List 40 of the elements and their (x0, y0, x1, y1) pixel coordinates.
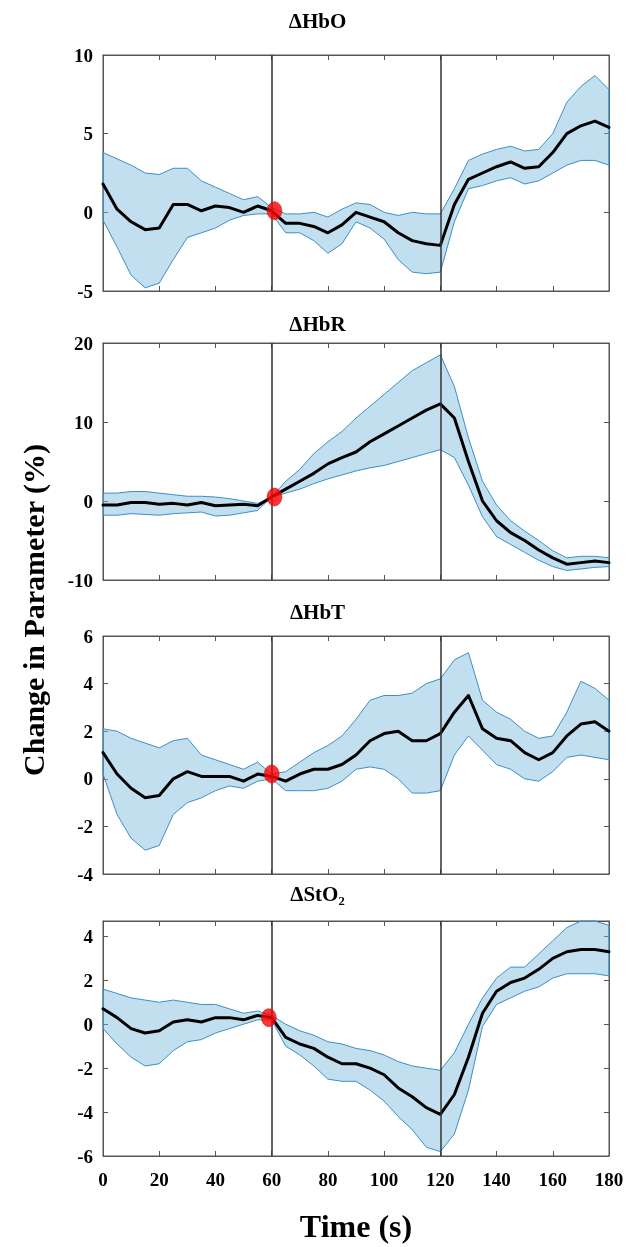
x-tick-label: 60 (262, 1169, 282, 1190)
y-tick-label: -10 (67, 569, 93, 591)
line-series (101, 402, 611, 566)
y-tick-label: 6 (83, 625, 93, 647)
y-tick-label: 2 (83, 969, 93, 991)
x-tick-label: 0 (98, 1169, 108, 1190)
y-tick-label: 4 (83, 673, 94, 695)
y-tick-label: 20 (74, 332, 93, 354)
x-tick-label: 180 (594, 1169, 624, 1190)
x-tick-label: 120 (426, 1169, 455, 1190)
y-tick-label: -2 (77, 1057, 93, 1079)
line-series (101, 948, 611, 1116)
line-series (101, 119, 611, 247)
y-tick-label: 0 (83, 1013, 93, 1035)
x-tick-label: 20 (149, 1169, 169, 1190)
x-axis-title: Time (s) (299, 1208, 413, 1244)
line-series (101, 694, 611, 800)
y-tick-label: 10 (74, 411, 93, 433)
chart-title: ΔHbT (289, 599, 346, 624)
y-tick-label: -2 (77, 815, 93, 837)
y-tick-label: 5 (83, 123, 93, 145)
y-tick-label: -6 (77, 1145, 93, 1167)
y-tick-label: 0 (83, 201, 93, 223)
chart-title: ΔHbO (288, 8, 347, 33)
x-tick-label: 160 (538, 1169, 568, 1190)
y-tick-label: 0 (83, 490, 93, 512)
y-tick-label: 2 (83, 720, 93, 742)
y-tick-label: -4 (77, 863, 94, 885)
y-tick-label: 4 (83, 925, 94, 947)
chart-title: ΔHbR (289, 311, 347, 336)
y-tick-label: -5 (77, 280, 93, 302)
x-tick-label: 140 (482, 1169, 511, 1190)
x-tick-label: 100 (369, 1169, 399, 1190)
y-axis-title: Change in Parameter (%) (17, 444, 51, 776)
chart-title: ΔStO₂ (290, 881, 345, 906)
y-tick-label: 10 (74, 44, 93, 66)
y-tick-label: 0 (83, 768, 93, 790)
x-tick-label: 40 (205, 1169, 225, 1190)
x-tick-label: 80 (318, 1169, 338, 1190)
y-tick-label: -4 (77, 1101, 94, 1123)
